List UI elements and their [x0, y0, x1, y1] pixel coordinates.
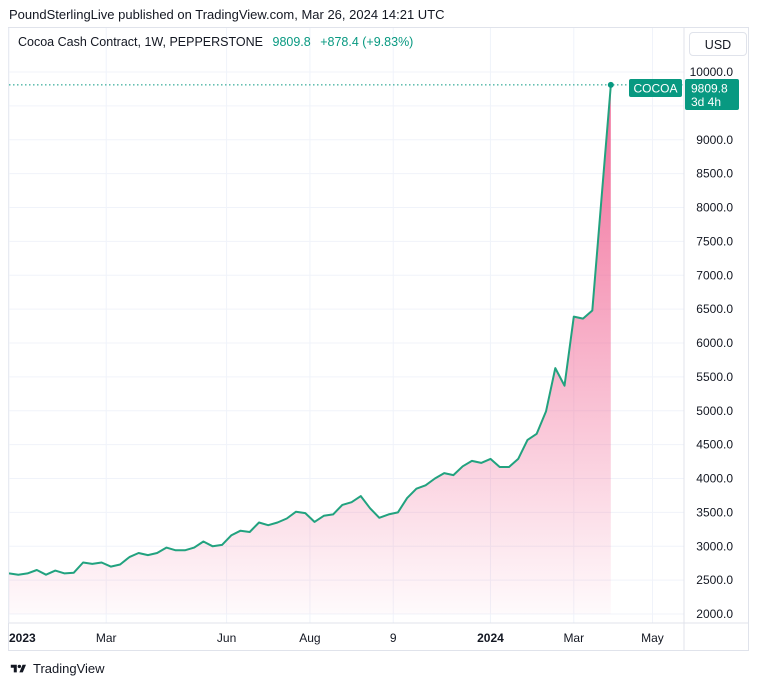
x-tick-label: Jun	[217, 631, 236, 645]
last-price-label: COCOA 9809.8 3d 4h	[629, 79, 739, 110]
time-axis[interactable]: 2023 Mar Jun Aug 9 2024 Mar May	[9, 631, 664, 645]
price-badge-value: 9809.8	[691, 82, 728, 96]
symbol-description: Cocoa Cash Contract, 1W, PEPPERSTONE	[18, 35, 264, 49]
price-axis[interactable]: 10000.09500.09000.08500.08000.07500.0700…	[690, 65, 734, 621]
x-tick-label: Mar	[563, 631, 584, 645]
currency-button[interactable]: USD	[689, 32, 747, 56]
x-tick-label: Mar	[96, 631, 117, 645]
series-line[interactable]	[9, 85, 612, 576]
publisher-caption: PoundSterlingLive published on TradingVi…	[9, 7, 445, 22]
y-tick-label: 6500.0	[696, 302, 733, 316]
y-tick-label: 2000.0	[696, 607, 733, 621]
y-tick-label: 8000.0	[696, 201, 733, 215]
price-badge	[685, 79, 739, 110]
y-tick-label: 3000.0	[696, 539, 733, 553]
y-tick-label: 7500.0	[696, 234, 733, 248]
y-tick-label: 3500.0	[696, 505, 733, 519]
tradingview-brand[interactable]: TradingView	[9, 661, 105, 676]
symbol-badge	[629, 79, 682, 97]
y-tick-label: 9000.0	[696, 133, 733, 147]
chart-legend[interactable]: Cocoa Cash Contract, 1W, PEPPERSTONE 980…	[18, 35, 413, 49]
tradingview-logo-icon	[10, 664, 26, 672]
y-tick-label: 5500.0	[696, 370, 733, 384]
y-tick-label: 4000.0	[696, 472, 733, 486]
y-tick-label: 7000.0	[696, 268, 733, 282]
y-tick-label: 2500.0	[696, 573, 733, 587]
y-tick-label: 5000.0	[696, 404, 733, 418]
x-tick-label: Aug	[299, 631, 320, 645]
last-price-value: 9809.8	[272, 35, 311, 49]
x-tick-label: May	[641, 631, 664, 645]
x-tick-label: 9	[390, 631, 397, 645]
y-tick-label: 6000.0	[696, 336, 733, 350]
symbol-badge-text: COCOA	[633, 82, 677, 96]
y-tick-label: 10000.0	[690, 65, 734, 79]
area-fill	[9, 85, 611, 615]
brand-name: TradingView	[33, 661, 105, 676]
x-tick-label: 2023	[9, 631, 36, 645]
y-tick-label: 4500.0	[696, 438, 733, 452]
price-change-value: +878.4 (+9.83%)	[320, 35, 414, 49]
x-tick-label: 2024	[477, 631, 504, 645]
price-badge-countdown: 3d 4h	[691, 95, 721, 109]
y-tick-label: 8500.0	[696, 167, 733, 181]
last-point-marker	[607, 81, 614, 88]
